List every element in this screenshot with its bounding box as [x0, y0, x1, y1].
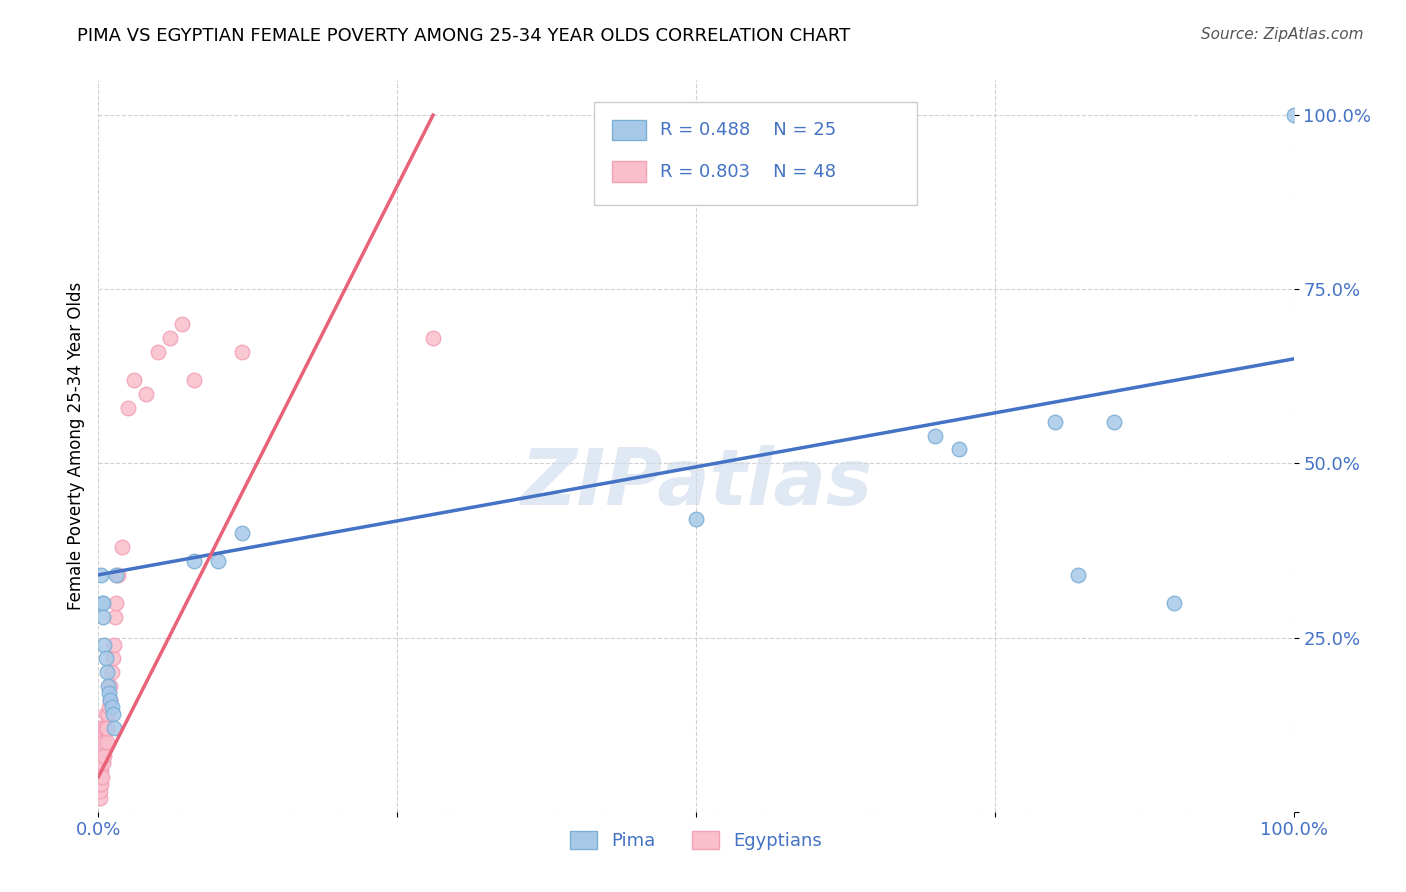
- Point: [98, 700, 121, 714]
- Point: [207, 554, 229, 568]
- Point: [89, 790, 111, 805]
- Point: [91, 756, 114, 770]
- Point: [97, 679, 120, 693]
- Point: [100, 700, 122, 714]
- Point: [924, 428, 946, 442]
- Point: [104, 609, 127, 624]
- Text: ZIPatlas: ZIPatlas: [520, 444, 872, 521]
- Point: [231, 526, 253, 541]
- Legend: Pima, Egyptians: Pima, Egyptians: [569, 830, 823, 850]
- Point: [103, 721, 125, 735]
- Point: [91, 749, 114, 764]
- Point: [89, 721, 111, 735]
- Point: [93, 749, 115, 764]
- Text: PIMA VS EGYPTIAN FEMALE POVERTY AMONG 25-34 YEAR OLDS CORRELATION CHART: PIMA VS EGYPTIAN FEMALE POVERTY AMONG 25…: [77, 27, 851, 45]
- Point: [94, 721, 117, 735]
- Text: R = 0.803    N = 48: R = 0.803 N = 48: [661, 162, 837, 181]
- Text: Source: ZipAtlas.com: Source: ZipAtlas.com: [1201, 27, 1364, 42]
- Point: [89, 784, 111, 798]
- Y-axis label: Female Poverty Among 25-34 Year Olds: Female Poverty Among 25-34 Year Olds: [66, 282, 84, 610]
- Point: [90, 749, 112, 764]
- Point: [90, 777, 112, 791]
- Point: [89, 763, 111, 777]
- Point: [91, 770, 114, 784]
- Point: [89, 735, 111, 749]
- Point: [89, 728, 111, 742]
- Point: [98, 686, 121, 700]
- Point: [111, 540, 134, 554]
- Point: [1043, 415, 1066, 429]
- Point: [172, 317, 194, 331]
- Point: [91, 596, 114, 610]
- Point: [422, 331, 444, 345]
- FancyBboxPatch shape: [613, 161, 645, 182]
- Point: [91, 742, 114, 756]
- Point: [89, 756, 111, 770]
- Point: [90, 567, 112, 582]
- Point: [948, 442, 970, 457]
- Text: R = 0.488    N = 25: R = 0.488 N = 25: [661, 121, 837, 139]
- Point: [183, 554, 205, 568]
- Point: [89, 770, 111, 784]
- Point: [1104, 415, 1126, 429]
- Point: [105, 567, 128, 582]
- FancyBboxPatch shape: [613, 120, 645, 140]
- Point: [94, 707, 117, 722]
- Point: [105, 596, 128, 610]
- Point: [91, 609, 114, 624]
- Point: [124, 373, 146, 387]
- Point: [98, 693, 122, 707]
- Point: [98, 679, 122, 693]
- Point: [98, 693, 122, 707]
- Point: [94, 651, 117, 665]
- Point: [101, 651, 124, 665]
- Point: [93, 638, 115, 652]
- Point: [89, 742, 111, 756]
- Point: [93, 721, 115, 735]
- Point: [91, 596, 114, 610]
- Point: [91, 728, 114, 742]
- Point: [97, 707, 120, 722]
- Point: [1067, 567, 1090, 582]
- Point: [1282, 108, 1305, 122]
- FancyBboxPatch shape: [595, 103, 917, 204]
- Point: [91, 735, 114, 749]
- Point: [100, 665, 122, 680]
- Point: [90, 763, 112, 777]
- Point: [107, 567, 129, 582]
- Point: [135, 386, 157, 401]
- Point: [685, 512, 707, 526]
- Point: [159, 331, 181, 345]
- Point: [1163, 596, 1185, 610]
- Point: [101, 707, 124, 722]
- Point: [103, 638, 125, 652]
- Point: [93, 735, 115, 749]
- Point: [89, 749, 111, 764]
- Point: [117, 401, 139, 415]
- Point: [148, 345, 170, 359]
- Point: [96, 665, 118, 680]
- Point: [90, 742, 112, 756]
- Point: [89, 777, 111, 791]
- Point: [96, 735, 118, 749]
- Point: [96, 721, 118, 735]
- Point: [183, 373, 205, 387]
- Point: [231, 345, 253, 359]
